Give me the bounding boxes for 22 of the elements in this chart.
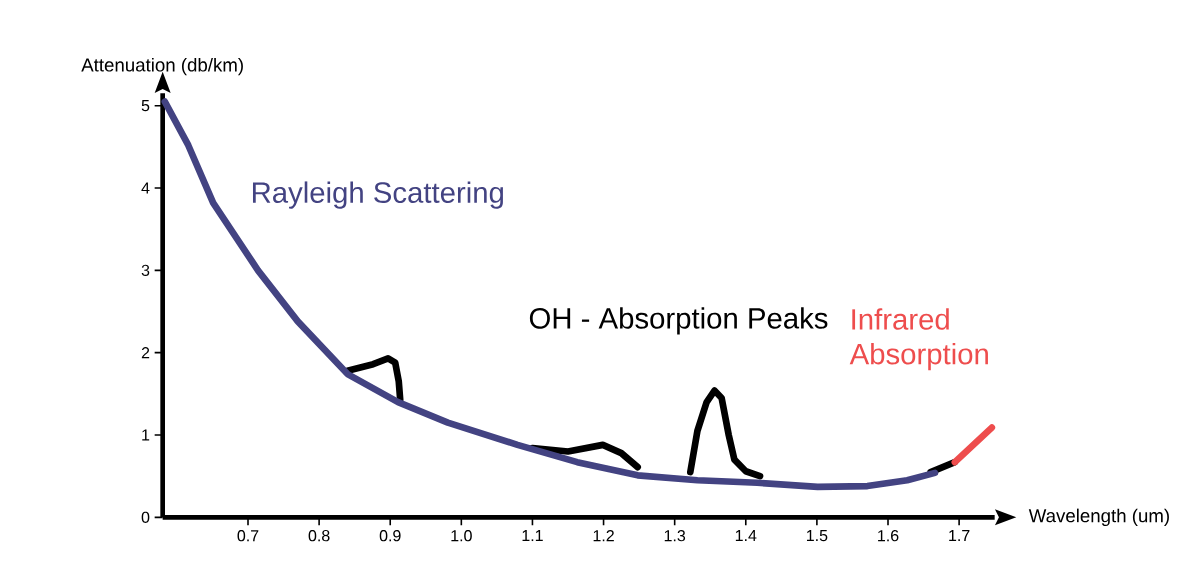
x-tick-label: 1.6 (878, 530, 899, 542)
x-tick-label: 0.7 (237, 530, 259, 542)
x-tick-label: 1.0 (451, 530, 472, 542)
y-tick-label: 2 (141, 347, 150, 359)
y-tick-label: 5 (141, 100, 150, 112)
y-tick-label: 3 (141, 264, 150, 276)
x-tick-label: 0.8 (308, 530, 330, 542)
x-tick-label: 1.2 (593, 530, 614, 542)
x-tick-label: 1.3 (664, 530, 686, 542)
y-tick-label: 1 (142, 429, 150, 441)
x-tick-label: 1.5 (806, 530, 828, 542)
series-label: Infrared Absorption (849, 308, 988, 371)
series-label: Rayleigh Scattering (252, 181, 503, 209)
x-tick-label: 1.7 (949, 530, 970, 542)
x-tick-label: 1.1 (522, 530, 543, 542)
x-tick-label: 0.9 (379, 530, 401, 542)
x-tick-label: 1.4 (735, 530, 757, 542)
text: OH - Absorption Peaks (529, 307, 828, 335)
x-axis-title: Wavelength (um) (1028, 508, 1169, 527)
y-tick-label: 0 (141, 511, 150, 523)
y-axis-title: Attenuation (db/km) (81, 57, 243, 76)
y-tick-label: 4 (141, 182, 150, 194)
